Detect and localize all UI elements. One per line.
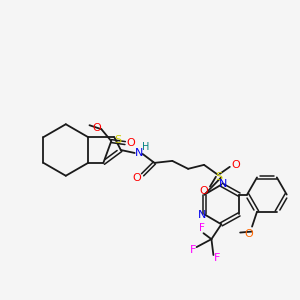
Text: F: F xyxy=(189,245,196,255)
Text: O: O xyxy=(245,229,254,238)
Text: O: O xyxy=(200,186,208,196)
Text: S: S xyxy=(115,135,122,145)
Text: O: O xyxy=(231,160,240,170)
Text: F: F xyxy=(214,253,220,263)
Text: O: O xyxy=(127,138,136,148)
Text: H: H xyxy=(142,142,149,152)
Text: F: F xyxy=(199,223,205,233)
Text: O: O xyxy=(132,173,141,183)
Text: S: S xyxy=(215,172,222,182)
Text: N: N xyxy=(198,210,207,220)
Text: O: O xyxy=(92,123,101,133)
Text: N: N xyxy=(219,179,227,189)
Text: N: N xyxy=(134,148,143,158)
